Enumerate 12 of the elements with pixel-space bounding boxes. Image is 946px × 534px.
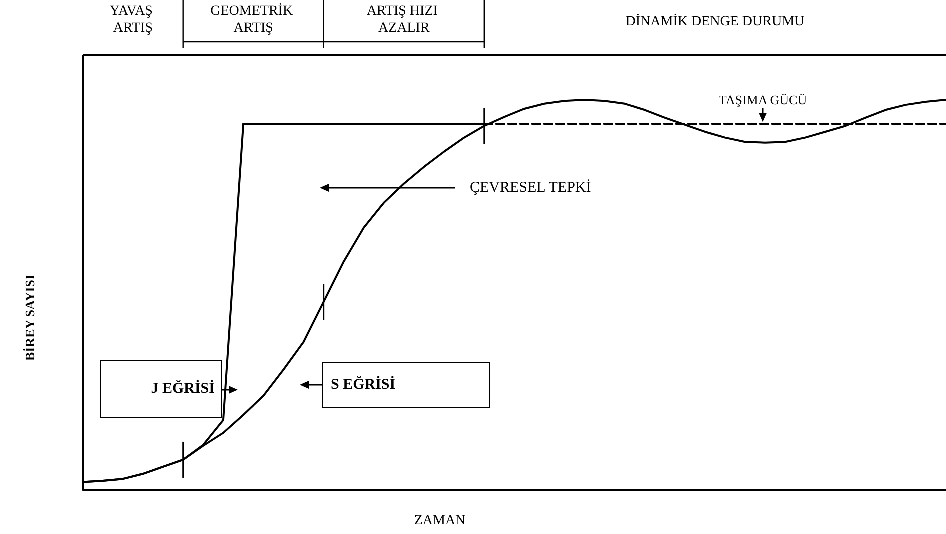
label-box: J EĞRİSİ	[100, 360, 222, 418]
label-box: S EĞRİSİ	[322, 362, 490, 408]
legend-label: S EĞRİSİ	[331, 375, 396, 395]
x-axis-title: ZAMAN	[414, 514, 466, 528]
text: GEOMETRİK ARTIŞ	[210, 3, 297, 36]
text: YAVAŞ ARTIŞ	[110, 4, 156, 36]
annotation: ÇEVRESEL TEPKİ	[470, 179, 592, 196]
text: ARTIŞ HIZI AZALIR	[366, 4, 442, 36]
text: DİNAMİK DENGE DURUMU	[626, 14, 805, 30]
y-axis-title: BİREY SAYISI	[22, 274, 38, 362]
annotation: TAŞIMA GÜCÜ	[718, 92, 808, 108]
series-label: J EĞRİSİ	[151, 379, 215, 399]
